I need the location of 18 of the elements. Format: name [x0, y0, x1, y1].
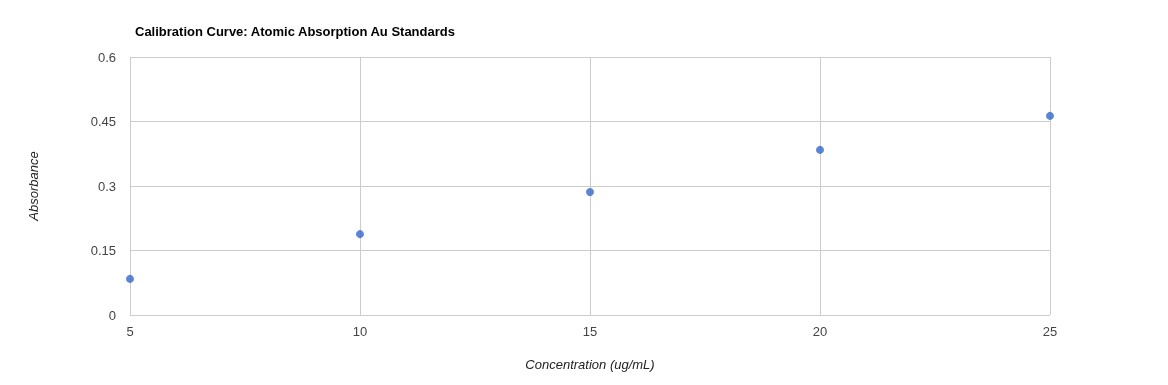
x-tick-label: 10 [352, 324, 368, 339]
x-tick-label: 20 [812, 324, 828, 339]
chart-title: Calibration Curve: Atomic Absorption Au Standards [135, 24, 455, 39]
y-tick-label: 0.6 [97, 49, 116, 65]
y-axis-title: Absorbance [26, 151, 41, 222]
y-tick-label: 0 [108, 307, 116, 323]
x-tick-label: 25 [1042, 324, 1058, 339]
point [126, 274, 134, 283]
x-axis-title: Concentration (ug/mL) [525, 357, 655, 372]
x-tick-label: 5 [126, 324, 134, 339]
point [1046, 111, 1054, 120]
x-tick-label: 15 [582, 324, 598, 339]
y-tick-label: 0.45 [90, 114, 116, 129]
y-tick-label: 0.3 [97, 178, 116, 194]
y-tick-label: 0.15 [90, 243, 116, 258]
point [816, 145, 824, 154]
point [586, 188, 594, 197]
point [356, 230, 364, 239]
